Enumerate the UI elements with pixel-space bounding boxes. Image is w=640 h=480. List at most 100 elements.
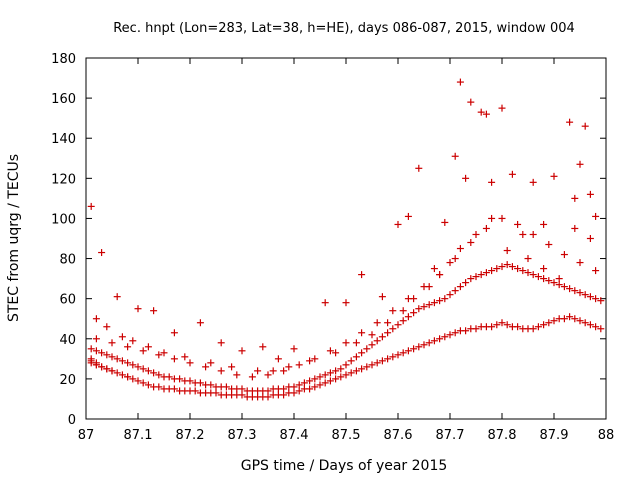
data-point xyxy=(295,387,303,395)
data-point xyxy=(92,361,100,369)
data-point xyxy=(103,351,111,359)
data-point xyxy=(467,239,475,247)
data-point xyxy=(498,319,506,327)
data-point xyxy=(451,329,459,337)
data-point xyxy=(436,335,444,343)
data-point xyxy=(155,351,163,359)
data-point xyxy=(571,287,579,295)
data-point xyxy=(529,271,537,279)
data-point xyxy=(399,307,407,315)
data-point xyxy=(394,220,402,228)
data-point xyxy=(124,359,132,367)
data-point xyxy=(576,317,584,325)
data-point xyxy=(441,218,449,226)
data-point xyxy=(550,279,558,287)
data-point xyxy=(264,371,272,379)
data-point xyxy=(576,160,584,168)
data-point xyxy=(176,375,184,383)
data-point xyxy=(436,297,444,305)
data-point xyxy=(503,321,511,329)
data-point xyxy=(482,110,490,118)
data-point xyxy=(430,337,438,345)
data-point xyxy=(186,359,194,367)
data-point xyxy=(581,291,589,299)
data-point xyxy=(165,373,173,381)
data-point xyxy=(451,152,459,160)
data-point xyxy=(488,178,496,186)
data-point xyxy=(488,323,496,331)
y-tick-label: 40 xyxy=(59,333,76,348)
data-point xyxy=(540,220,548,228)
data-point xyxy=(108,353,116,361)
data-point xyxy=(321,379,329,387)
data-point xyxy=(363,363,371,371)
data-point xyxy=(555,275,563,283)
data-point xyxy=(118,371,126,379)
y-tick-label: 60 xyxy=(59,293,76,308)
data-point xyxy=(191,387,199,395)
data-point xyxy=(316,381,324,389)
data-point xyxy=(581,319,589,327)
data-point xyxy=(113,369,121,377)
x-axis-label: GPS time / Days of year 2015 xyxy=(241,458,448,474)
data-point xyxy=(493,265,501,273)
data-point xyxy=(108,367,116,375)
data-point xyxy=(451,287,459,295)
data-point xyxy=(368,341,376,349)
data-point xyxy=(321,299,329,307)
data-point xyxy=(196,379,204,387)
data-point xyxy=(399,317,407,325)
data-point xyxy=(196,319,204,327)
data-point xyxy=(150,307,158,315)
data-point xyxy=(498,104,506,112)
data-point xyxy=(124,373,132,381)
data-point xyxy=(129,337,137,345)
data-point xyxy=(337,365,345,373)
data-point xyxy=(592,295,600,303)
data-point xyxy=(586,293,594,301)
data-point xyxy=(586,235,594,242)
data-point xyxy=(498,214,506,222)
data-point xyxy=(108,339,116,347)
data-point xyxy=(306,385,314,393)
data-point xyxy=(352,353,360,361)
data-point xyxy=(150,369,158,377)
data-point xyxy=(508,263,516,271)
data-point xyxy=(378,293,386,301)
data-point xyxy=(420,341,428,349)
data-point xyxy=(248,373,256,381)
y-tick-label: 0 xyxy=(68,413,76,428)
data-point xyxy=(295,361,303,369)
data-point xyxy=(373,359,381,367)
data-point xyxy=(373,337,381,345)
data-point xyxy=(451,255,459,263)
data-point xyxy=(160,349,168,357)
data-point xyxy=(524,269,532,277)
data-point xyxy=(280,385,288,393)
y-axis-label: STEC from uqrg / TECUs xyxy=(6,154,22,322)
data-point xyxy=(462,279,470,287)
data-point xyxy=(597,297,605,305)
data-point xyxy=(342,371,350,379)
data-point xyxy=(347,357,355,365)
y-tick-label: 160 xyxy=(51,92,76,107)
data-point xyxy=(332,349,340,357)
data-point xyxy=(347,369,355,377)
data-point xyxy=(389,307,397,315)
data-point xyxy=(254,367,262,375)
data-point xyxy=(170,385,178,393)
data-point xyxy=(363,345,371,353)
data-point xyxy=(503,247,511,255)
y-tick-label: 80 xyxy=(59,253,76,268)
data-point xyxy=(472,230,480,238)
x-tick-label: 87.3 xyxy=(228,428,257,443)
data-point xyxy=(134,363,142,371)
data-point xyxy=(228,363,236,371)
data-point xyxy=(306,377,314,385)
data-point xyxy=(566,313,574,321)
data-point xyxy=(113,355,121,363)
data-point xyxy=(113,293,121,301)
data-point xyxy=(352,339,360,347)
data-point xyxy=(529,325,537,333)
y-tick-label: 120 xyxy=(51,172,76,187)
